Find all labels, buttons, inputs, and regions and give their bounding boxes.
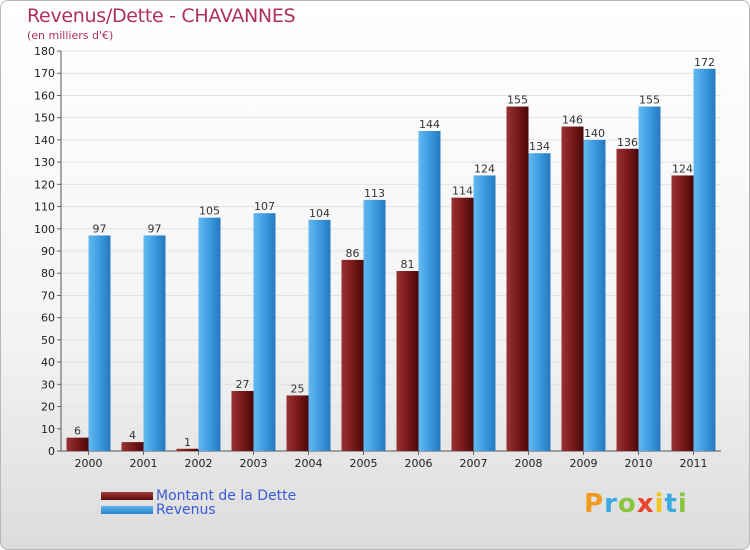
x-tick-label-2008: 2008 [515, 457, 543, 470]
logo-letter: i [654, 489, 665, 519]
x-tick-label-2006: 2006 [405, 457, 433, 470]
logo-letter: x [636, 489, 655, 519]
x-tick-label-2002: 2002 [185, 457, 213, 470]
bar-revenus-2002 [198, 217, 221, 451]
data-label-dette-2007: 114 [452, 185, 473, 198]
logo-letter: P [584, 489, 605, 519]
y-tick-label-130: 130 [34, 156, 55, 169]
y-tick-label-40: 40 [41, 356, 55, 369]
y-tick-label-30: 30 [41, 378, 55, 391]
bar-revenus-2006 [418, 131, 441, 451]
chart-title: Revenus/Dette - CHAVANNES [27, 5, 296, 27]
bar-revenus-2003 [253, 213, 276, 451]
data-label-dette-2005: 86 [346, 247, 360, 260]
data-label-revenus-2011: 172 [694, 56, 715, 69]
y-tick-label-70: 70 [41, 289, 55, 302]
bar-dette-2005 [341, 259, 364, 451]
logo-letter: o [617, 489, 637, 519]
bar-revenus-2007 [473, 175, 496, 451]
data-label-dette-2001: 4 [129, 429, 136, 442]
y-tick-label-100: 100 [34, 223, 55, 236]
data-label-dette-2010: 136 [617, 136, 638, 149]
data-label-revenus-2005: 113 [364, 187, 385, 200]
x-tick-label-2004: 2004 [295, 457, 323, 470]
bar-revenus-2005 [363, 199, 386, 451]
logo-letter: t [664, 489, 678, 519]
x-tick-label-2005: 2005 [350, 457, 378, 470]
data-label-revenus-2008: 134 [529, 140, 550, 153]
logo-letter: i [677, 489, 688, 519]
logo-letter: r [604, 489, 618, 519]
x-tick-label-2011: 2011 [680, 457, 708, 470]
bar-revenus-2004 [308, 219, 331, 451]
bar-revenus-2010 [638, 106, 661, 452]
data-label-revenus-2000: 97 [93, 222, 107, 235]
data-label-dette-2002: 1 [184, 436, 191, 449]
data-label-revenus-2009: 140 [584, 127, 605, 140]
bar-revenus-2000 [88, 235, 111, 451]
data-label-revenus-2010: 155 [639, 94, 660, 107]
x-tick-label-2009: 2009 [570, 457, 598, 470]
y-tick-label-0: 0 [48, 445, 55, 458]
y-tick-label-80: 80 [41, 267, 55, 280]
x-tick-label-2007: 2007 [460, 457, 488, 470]
bar-dette-2009 [561, 126, 584, 452]
bar-revenus-2009 [583, 139, 606, 451]
bar-revenus-2011 [693, 68, 716, 452]
data-label-dette-2006: 81 [401, 258, 415, 271]
y-tick-label-10: 10 [41, 423, 55, 436]
y-tick-label-50: 50 [41, 334, 55, 347]
y-tick-label-110: 110 [34, 201, 55, 214]
chart-subtitle: (en milliers d'€) [27, 29, 114, 42]
bar-dette-2006 [396, 271, 419, 451]
y-tick-label-120: 120 [34, 178, 55, 191]
data-label-dette-2011: 124 [672, 162, 693, 175]
y-tick-label-90: 90 [41, 245, 55, 258]
y-tick-label-20: 20 [41, 401, 55, 414]
y-tick-label-180: 180 [34, 45, 55, 58]
data-label-dette-2009: 146 [562, 114, 583, 127]
bar-dette-2010 [616, 148, 639, 451]
bar-dette-2000 [66, 437, 89, 451]
y-tick-label-60: 60 [41, 312, 55, 325]
y-tick-label-160: 160 [34, 89, 55, 102]
bar-dette-2003 [231, 391, 254, 451]
data-label-dette-2000: 6 [74, 425, 81, 438]
legend-swatch-revenus [101, 506, 153, 514]
bar-dette-2011 [671, 175, 694, 451]
legend-swatch-dette [101, 492, 153, 500]
bar-dette-2001 [121, 442, 144, 451]
data-label-dette-2008: 155 [507, 94, 528, 107]
data-label-dette-2003: 27 [236, 378, 250, 391]
x-tick-label-2001: 2001 [130, 457, 158, 470]
x-tick-label-2000: 2000 [75, 457, 103, 470]
bar-dette-2002 [176, 448, 199, 451]
data-label-revenus-2003: 107 [254, 200, 275, 213]
x-tick-label-2010: 2010 [625, 457, 653, 470]
bar-revenus-2001 [143, 235, 166, 451]
bar-dette-2004 [286, 395, 309, 451]
proxiti-logo: Proxiti [584, 489, 688, 519]
legend-label-dette: Montant de la Dette [156, 488, 297, 504]
data-label-revenus-2006: 144 [419, 118, 440, 131]
y-tick-label-170: 170 [34, 67, 55, 80]
legend-label-revenus: Revenus [156, 502, 216, 518]
y-tick-label-140: 140 [34, 134, 55, 147]
bar-dette-2007 [451, 197, 474, 451]
bar-revenus-2008 [528, 153, 551, 451]
data-label-revenus-2004: 104 [309, 207, 330, 220]
data-label-revenus-2002: 105 [199, 205, 220, 218]
x-tick-label-2003: 2003 [240, 457, 268, 470]
data-label-dette-2004: 25 [291, 382, 305, 395]
bar-dette-2008 [506, 106, 529, 452]
data-label-revenus-2007: 124 [474, 162, 495, 175]
y-tick-label-150: 150 [34, 112, 55, 125]
data-label-revenus-2001: 97 [148, 222, 162, 235]
